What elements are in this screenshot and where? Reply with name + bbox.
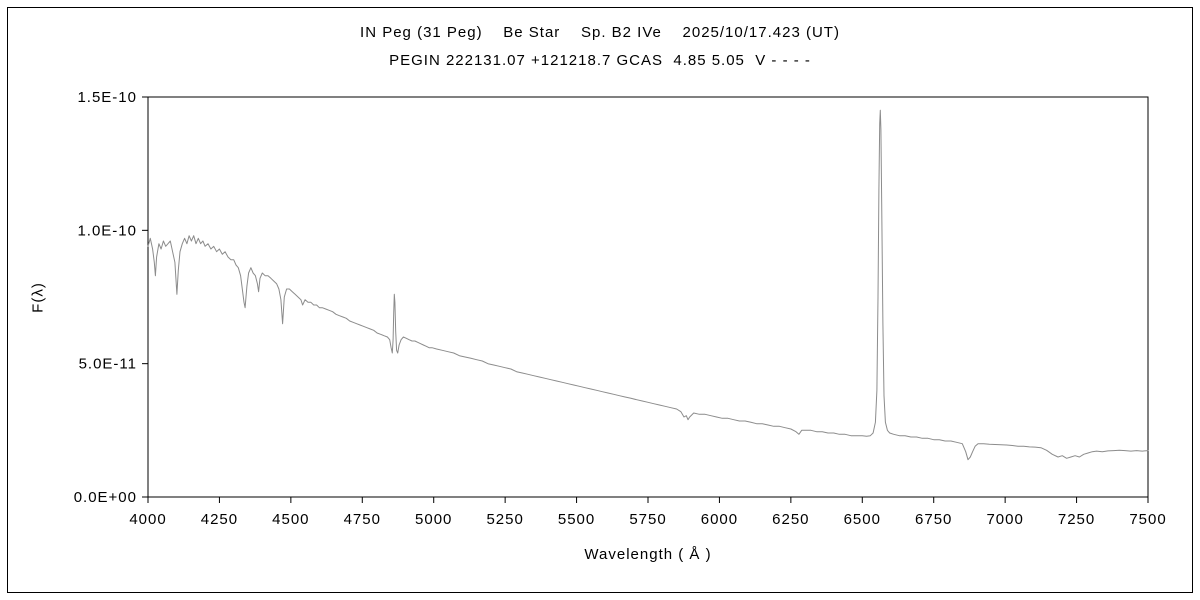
x-tick-label: 4000 <box>129 511 166 528</box>
chart-subtitle: PEGIN 222131.07 +121218.7 GCAS 4.85 5.05… <box>389 52 811 69</box>
y-tick-label: 5.0E-11 <box>79 356 137 373</box>
y-tick-label: 1.0E-10 <box>77 222 137 239</box>
x-axis-label: Wavelength ( Å ) <box>584 546 712 563</box>
x-tick-label: 6500 <box>844 511 881 528</box>
x-tick-label: 6000 <box>701 511 738 528</box>
x-tick-label: 5250 <box>486 511 523 528</box>
y-tick-label: 1.5E-10 <box>77 89 137 106</box>
x-tick-label: 7500 <box>1129 511 1166 528</box>
x-tick-label: 4500 <box>272 511 309 528</box>
x-tick-label: 7250 <box>1058 511 1095 528</box>
x-tick-label: 6250 <box>772 511 809 528</box>
x-tick-label: 5500 <box>558 511 595 528</box>
y-axis-label: F(λ) <box>29 282 47 313</box>
x-tick-label: 5000 <box>415 511 452 528</box>
x-tick-label: 6750 <box>915 511 952 528</box>
chart-title: IN Peg (31 Peg) Be Star Sp. B2 IVe 2025/… <box>360 24 840 41</box>
x-tick-label: 4750 <box>344 511 381 528</box>
x-tick-label: 4250 <box>201 511 238 528</box>
y-tick-label: 0.0E+00 <box>74 489 137 506</box>
spectrum-trace <box>147 109 1149 461</box>
x-tick-label: 5750 <box>629 511 666 528</box>
x-tick-label: 7000 <box>986 511 1023 528</box>
